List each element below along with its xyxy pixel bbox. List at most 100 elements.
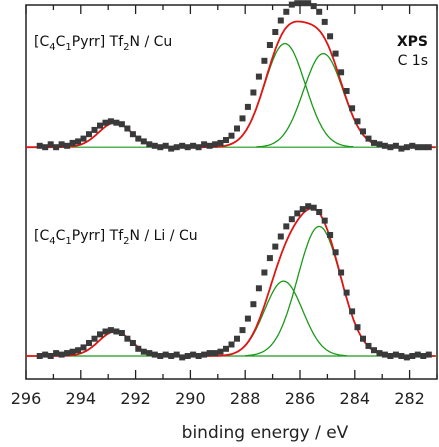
data-point <box>360 335 366 342</box>
data-point <box>190 142 197 149</box>
data-point <box>244 315 251 322</box>
data-point <box>392 142 399 149</box>
panel-label-2: [C4C1Pyrr] Tf2N / Li / Cu <box>34 228 198 247</box>
data-point <box>392 351 399 358</box>
data-point <box>327 33 334 40</box>
data-point <box>420 353 427 359</box>
data-point <box>425 351 432 358</box>
data-point <box>47 353 54 359</box>
data-point <box>261 269 268 276</box>
data-point <box>425 144 432 151</box>
data-point <box>69 348 76 355</box>
data-point <box>107 327 114 334</box>
data-point <box>201 141 208 148</box>
data-point <box>409 353 416 359</box>
data-point <box>381 142 388 149</box>
data-point <box>146 350 153 357</box>
data-point <box>398 353 405 359</box>
data-point <box>162 351 169 358</box>
data-point <box>272 243 279 250</box>
data-point <box>162 142 169 149</box>
spectrum-1 <box>26 0 437 152</box>
data-point <box>212 350 219 357</box>
data-point <box>250 89 257 96</box>
data-point <box>294 0 301 7</box>
data-point <box>179 142 186 149</box>
spectrum-2 <box>26 203 437 361</box>
data-point <box>184 144 191 151</box>
data-point <box>53 350 60 357</box>
data-point <box>277 17 284 24</box>
data-point <box>195 353 202 359</box>
data-point <box>195 144 202 151</box>
data-point <box>75 138 82 145</box>
data-point <box>343 88 350 94</box>
data-point <box>299 0 306 7</box>
data-point <box>338 269 345 276</box>
data-point <box>102 119 109 126</box>
data-point <box>184 353 191 359</box>
series-layer <box>26 0 437 361</box>
data-point <box>228 341 235 348</box>
data-point <box>58 351 65 358</box>
data-point <box>69 139 76 146</box>
data-point <box>75 347 82 354</box>
component-peak-2 <box>220 280 347 357</box>
data-point <box>129 340 136 346</box>
data-point <box>414 144 421 151</box>
data-point <box>168 353 175 359</box>
data-point <box>217 348 224 355</box>
data-point <box>97 122 103 129</box>
data-point <box>151 351 158 358</box>
data-point <box>47 141 54 148</box>
data-point <box>113 119 120 126</box>
data-point <box>146 141 153 148</box>
data-point <box>157 353 164 359</box>
plot-frame <box>25 4 438 380</box>
data-point <box>42 144 49 151</box>
data-point <box>403 144 410 151</box>
data-point <box>140 348 147 355</box>
panel-labels: [C4C1Pyrr] Tf2N / Cu [C4C1Pyrr] Tf2N / Li… <box>34 34 198 247</box>
x-tick-label: 292 <box>120 389 151 408</box>
data-point <box>129 131 136 138</box>
data-point <box>316 209 323 215</box>
data-point <box>113 328 120 335</box>
data-point <box>140 138 147 145</box>
data-point <box>239 115 246 122</box>
component-peak-3 <box>245 225 394 357</box>
data-point <box>299 206 306 213</box>
data-point <box>283 223 290 230</box>
data-point <box>173 351 180 358</box>
data-point <box>376 350 383 357</box>
data-point <box>288 216 295 223</box>
data-point <box>206 350 213 357</box>
data-point <box>151 142 158 149</box>
component-peak-3 <box>256 52 391 148</box>
annotation-c1s: C 1s <box>398 53 428 69</box>
data-point <box>332 50 339 57</box>
data-point <box>102 328 109 335</box>
x-ticks: 296 294 292 290 288 286 284 282 <box>11 5 438 408</box>
data-point <box>124 335 131 342</box>
data-point <box>64 142 71 149</box>
data-point <box>403 354 410 361</box>
data-point <box>91 126 98 133</box>
data-point <box>387 353 394 359</box>
data-point <box>255 285 262 292</box>
x-tick-label: 286 <box>285 389 316 408</box>
data-point <box>212 141 219 148</box>
data-point <box>42 351 49 358</box>
data-point <box>91 335 98 342</box>
x-tick-label: 290 <box>175 389 206 408</box>
x-tick-label: 288 <box>230 389 261 408</box>
data-point <box>80 344 87 351</box>
x-tick-label: 282 <box>394 389 425 408</box>
data-point <box>266 255 273 262</box>
data-point <box>398 145 405 152</box>
data-point <box>354 324 361 331</box>
data-point <box>316 8 323 15</box>
data-point <box>244 103 251 110</box>
